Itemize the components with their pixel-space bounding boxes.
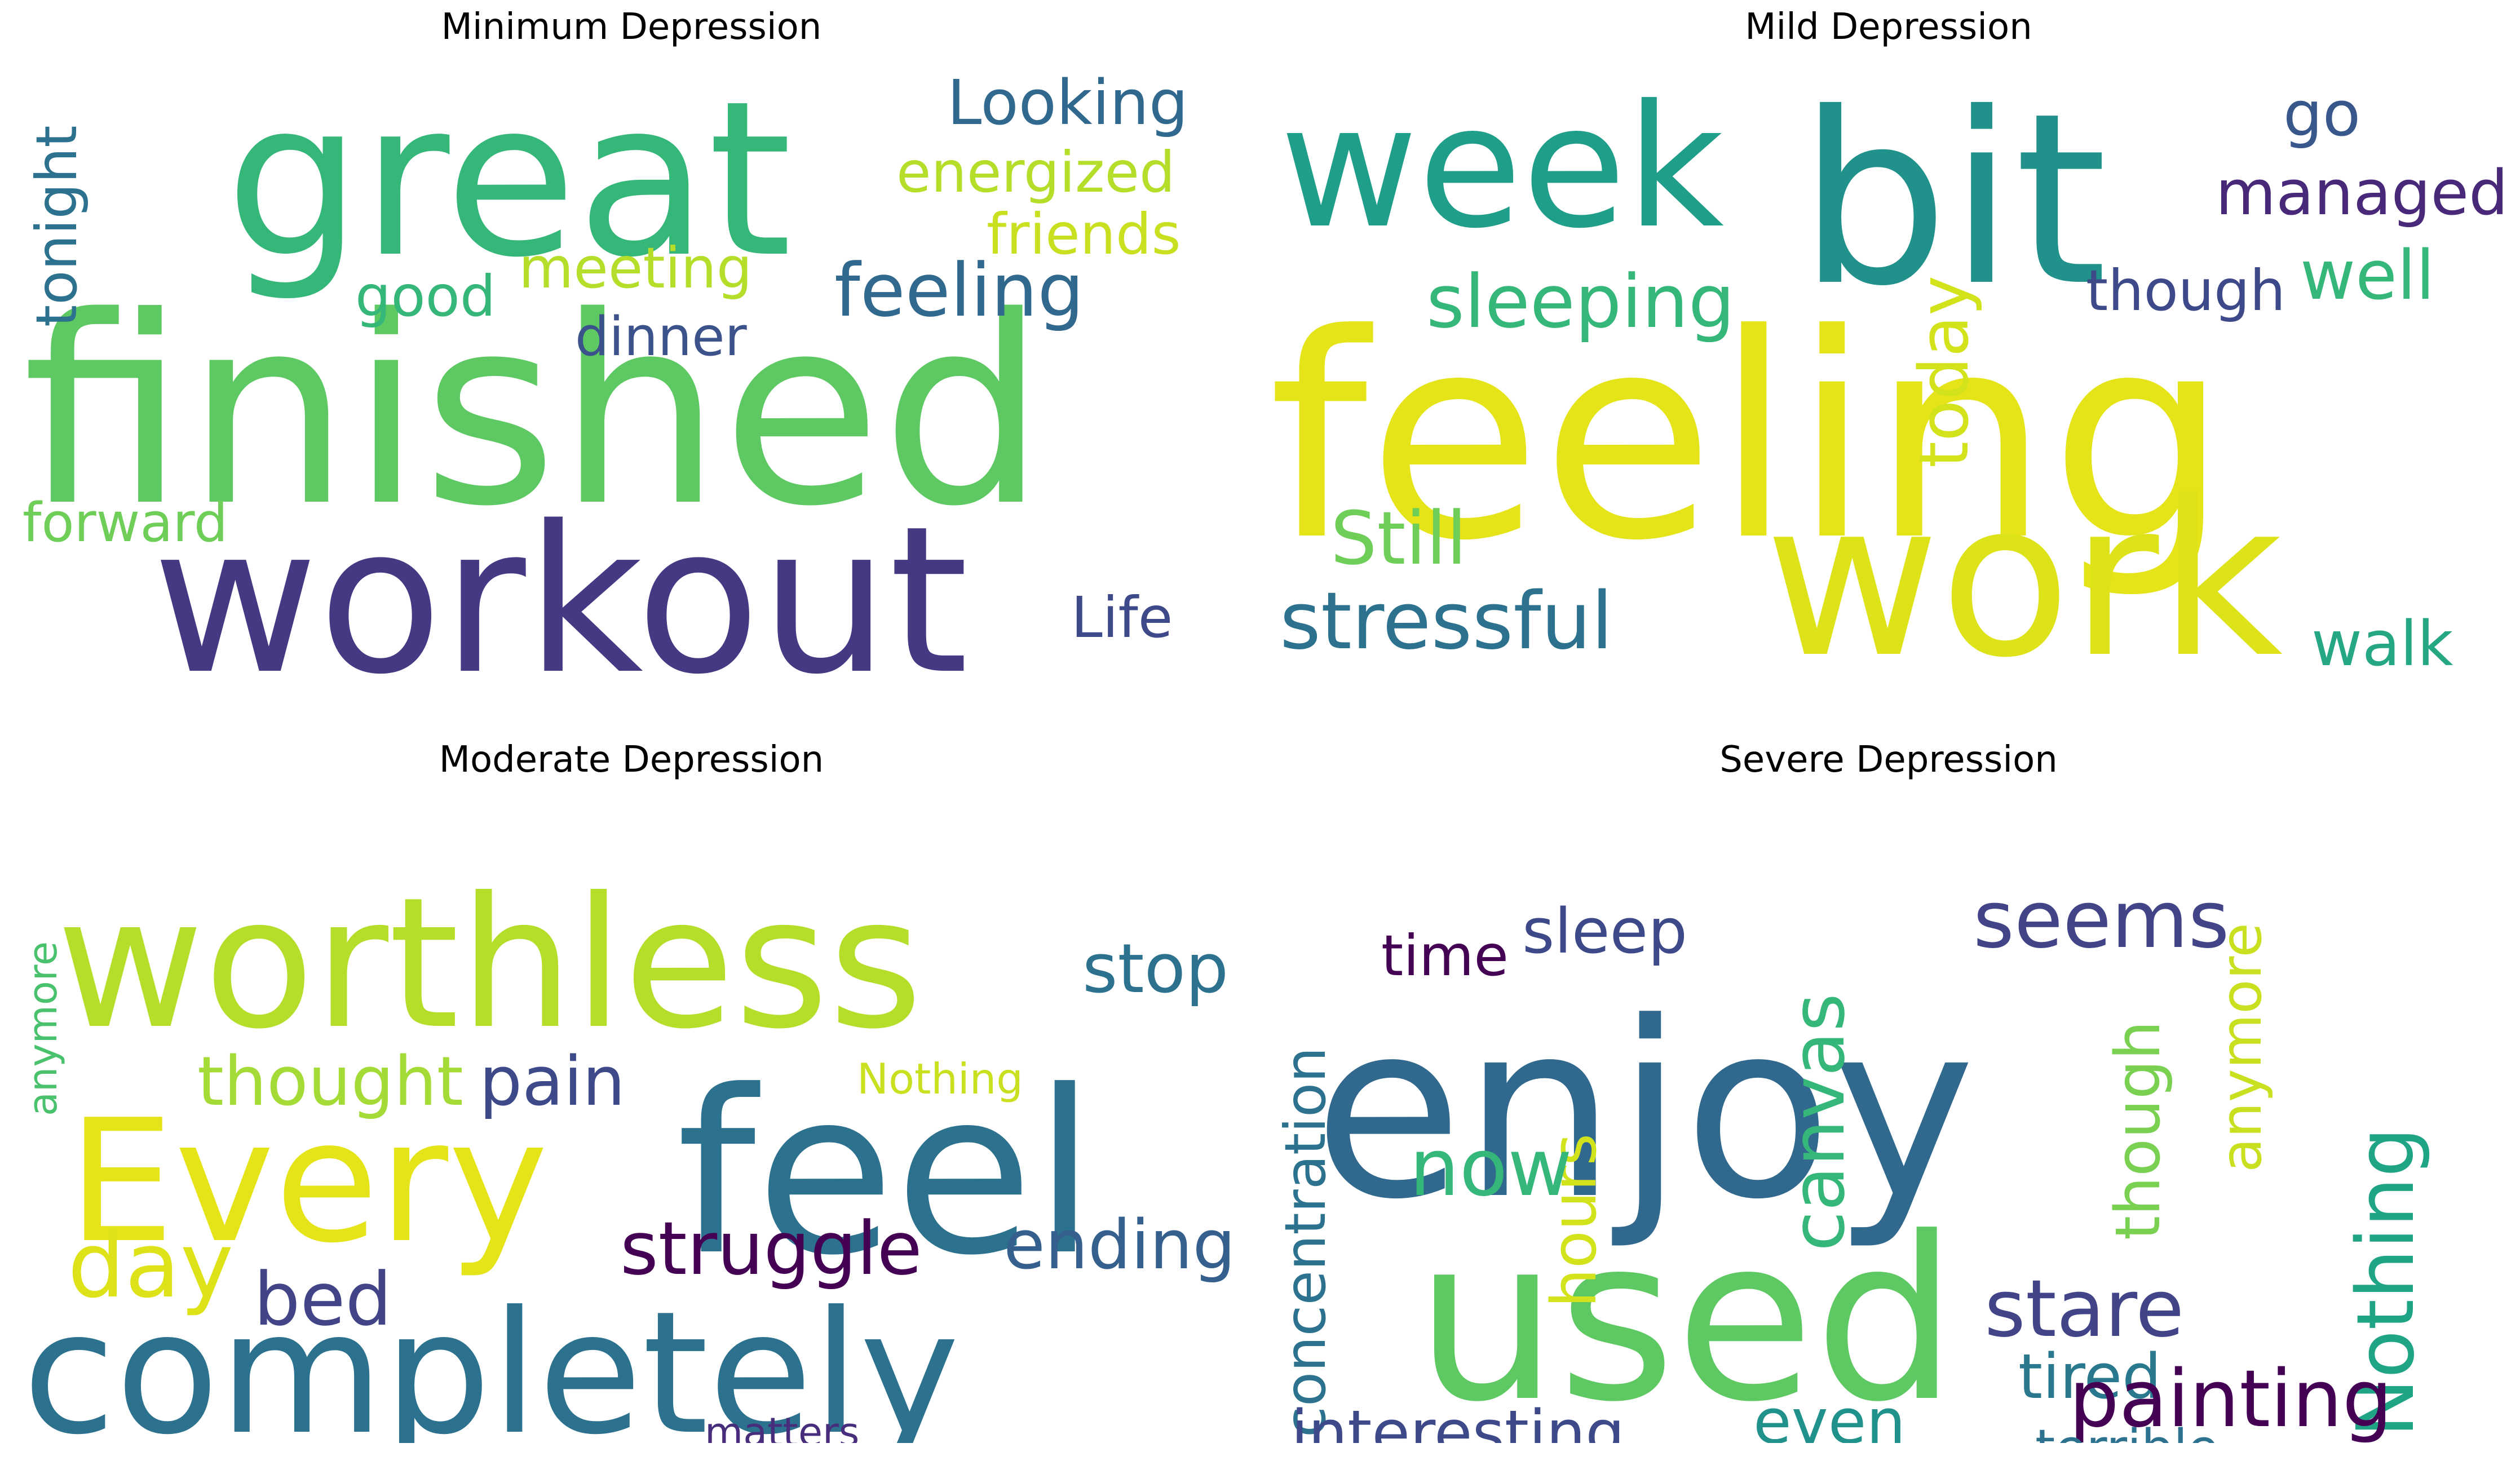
- word-bit: bit: [1798, 63, 2107, 338]
- word-concentration: concentration: [1272, 1047, 1338, 1437]
- word-used: used: [1415, 1189, 1957, 1443]
- word-nothing: Nothing: [2340, 1127, 2432, 1438]
- word-thought: thought: [197, 1043, 463, 1121]
- word-friends: friends: [987, 201, 1181, 267]
- word-feeling: feeling: [834, 247, 1084, 333]
- word-managed: managed: [2216, 157, 2508, 229]
- word-anymore: anymore: [2208, 923, 2274, 1172]
- word-cloud: worthless Every feel completely thought …: [11, 789, 1252, 1443]
- word-pain: pain: [479, 1043, 625, 1121]
- word-day: day: [68, 1212, 233, 1318]
- word-walk: walk: [2311, 608, 2453, 680]
- word-feeling: feeling: [1268, 274, 2229, 602]
- word-canvas: canvas: [1775, 993, 1861, 1251]
- word-looking: Looking: [947, 67, 1188, 139]
- word-though: though: [2102, 1021, 2174, 1240]
- word-week: week: [1280, 69, 1724, 265]
- word-go: go: [2283, 78, 2360, 150]
- word-anymore: anymore: [20, 941, 66, 1116]
- word-stare: stare: [1984, 1263, 2184, 1355]
- word-nothing: Nothing: [857, 1054, 1023, 1104]
- word-work: work: [1765, 455, 2283, 705]
- word-enjoy: enjoy: [1314, 971, 1975, 1252]
- word-struggle: struggle: [620, 1206, 922, 1291]
- word-every: Every: [68, 1083, 549, 1280]
- word-stop: stop: [1082, 930, 1228, 1008]
- word-though: though: [2086, 258, 2285, 324]
- wordcloud-panel-minimum: Minimum Depression finished great workou…: [11, 0, 1252, 710]
- word-completely: completely: [23, 1275, 960, 1443]
- word-bed: bed: [254, 1256, 392, 1342]
- word-time: time: [1381, 923, 1509, 989]
- word-cloud: enjoy used time sleep seems concentratio…: [1268, 789, 2509, 1443]
- word-worthless: worthless: [56, 859, 923, 1069]
- panel-title: Mild Depression: [1745, 6, 2032, 48]
- word-tired: tired: [2018, 1340, 2161, 1413]
- word-good: good: [355, 263, 496, 329]
- word-ending: ending: [1003, 1206, 1236, 1285]
- wordcloud-panel-moderate: Moderate Depression worthless Every feel…: [11, 733, 1252, 1443]
- panel-title: Minimum Depression: [441, 6, 822, 48]
- word-hours: hours: [1538, 1134, 1610, 1308]
- word-sleeping: sleeping: [1426, 259, 1735, 344]
- word-today: today: [1906, 276, 1984, 468]
- word-cloud: feeling bit week work stressful sleeping…: [1268, 56, 2509, 710]
- word-well: well: [2300, 237, 2435, 315]
- word-still: Still: [1330, 495, 1467, 581]
- word-seems: seems: [1973, 874, 2230, 966]
- word-now: now: [1409, 1122, 1572, 1214]
- word-life: Life: [1071, 585, 1173, 650]
- word-forward: forward: [23, 492, 228, 554]
- word-tonight: tonight: [24, 125, 90, 327]
- panel-title: Severe Depression: [1719, 739, 2058, 781]
- word-stressful: stressful: [1280, 576, 1613, 667]
- word-great: great: [226, 56, 792, 304]
- word-energized: energized: [896, 139, 1175, 205]
- word-cloud: finished great workout feeling Looking e…: [11, 56, 1252, 710]
- word-feel: feel: [677, 1043, 1096, 1305]
- word-meeting: meeting: [519, 235, 752, 301]
- wordcloud-panel-severe: Severe Depression enjoy used time sleep …: [1268, 733, 2509, 1443]
- word-workout: workout: [152, 483, 969, 710]
- panel-title: Moderate Depression: [439, 739, 824, 781]
- wordcloud-panel-mild: Mild Depression feeling bit week work st…: [1268, 0, 2509, 710]
- word-sleep: sleep: [1522, 895, 1687, 967]
- word-finished: finished: [23, 262, 1046, 563]
- word-dinner: dinner: [575, 306, 748, 368]
